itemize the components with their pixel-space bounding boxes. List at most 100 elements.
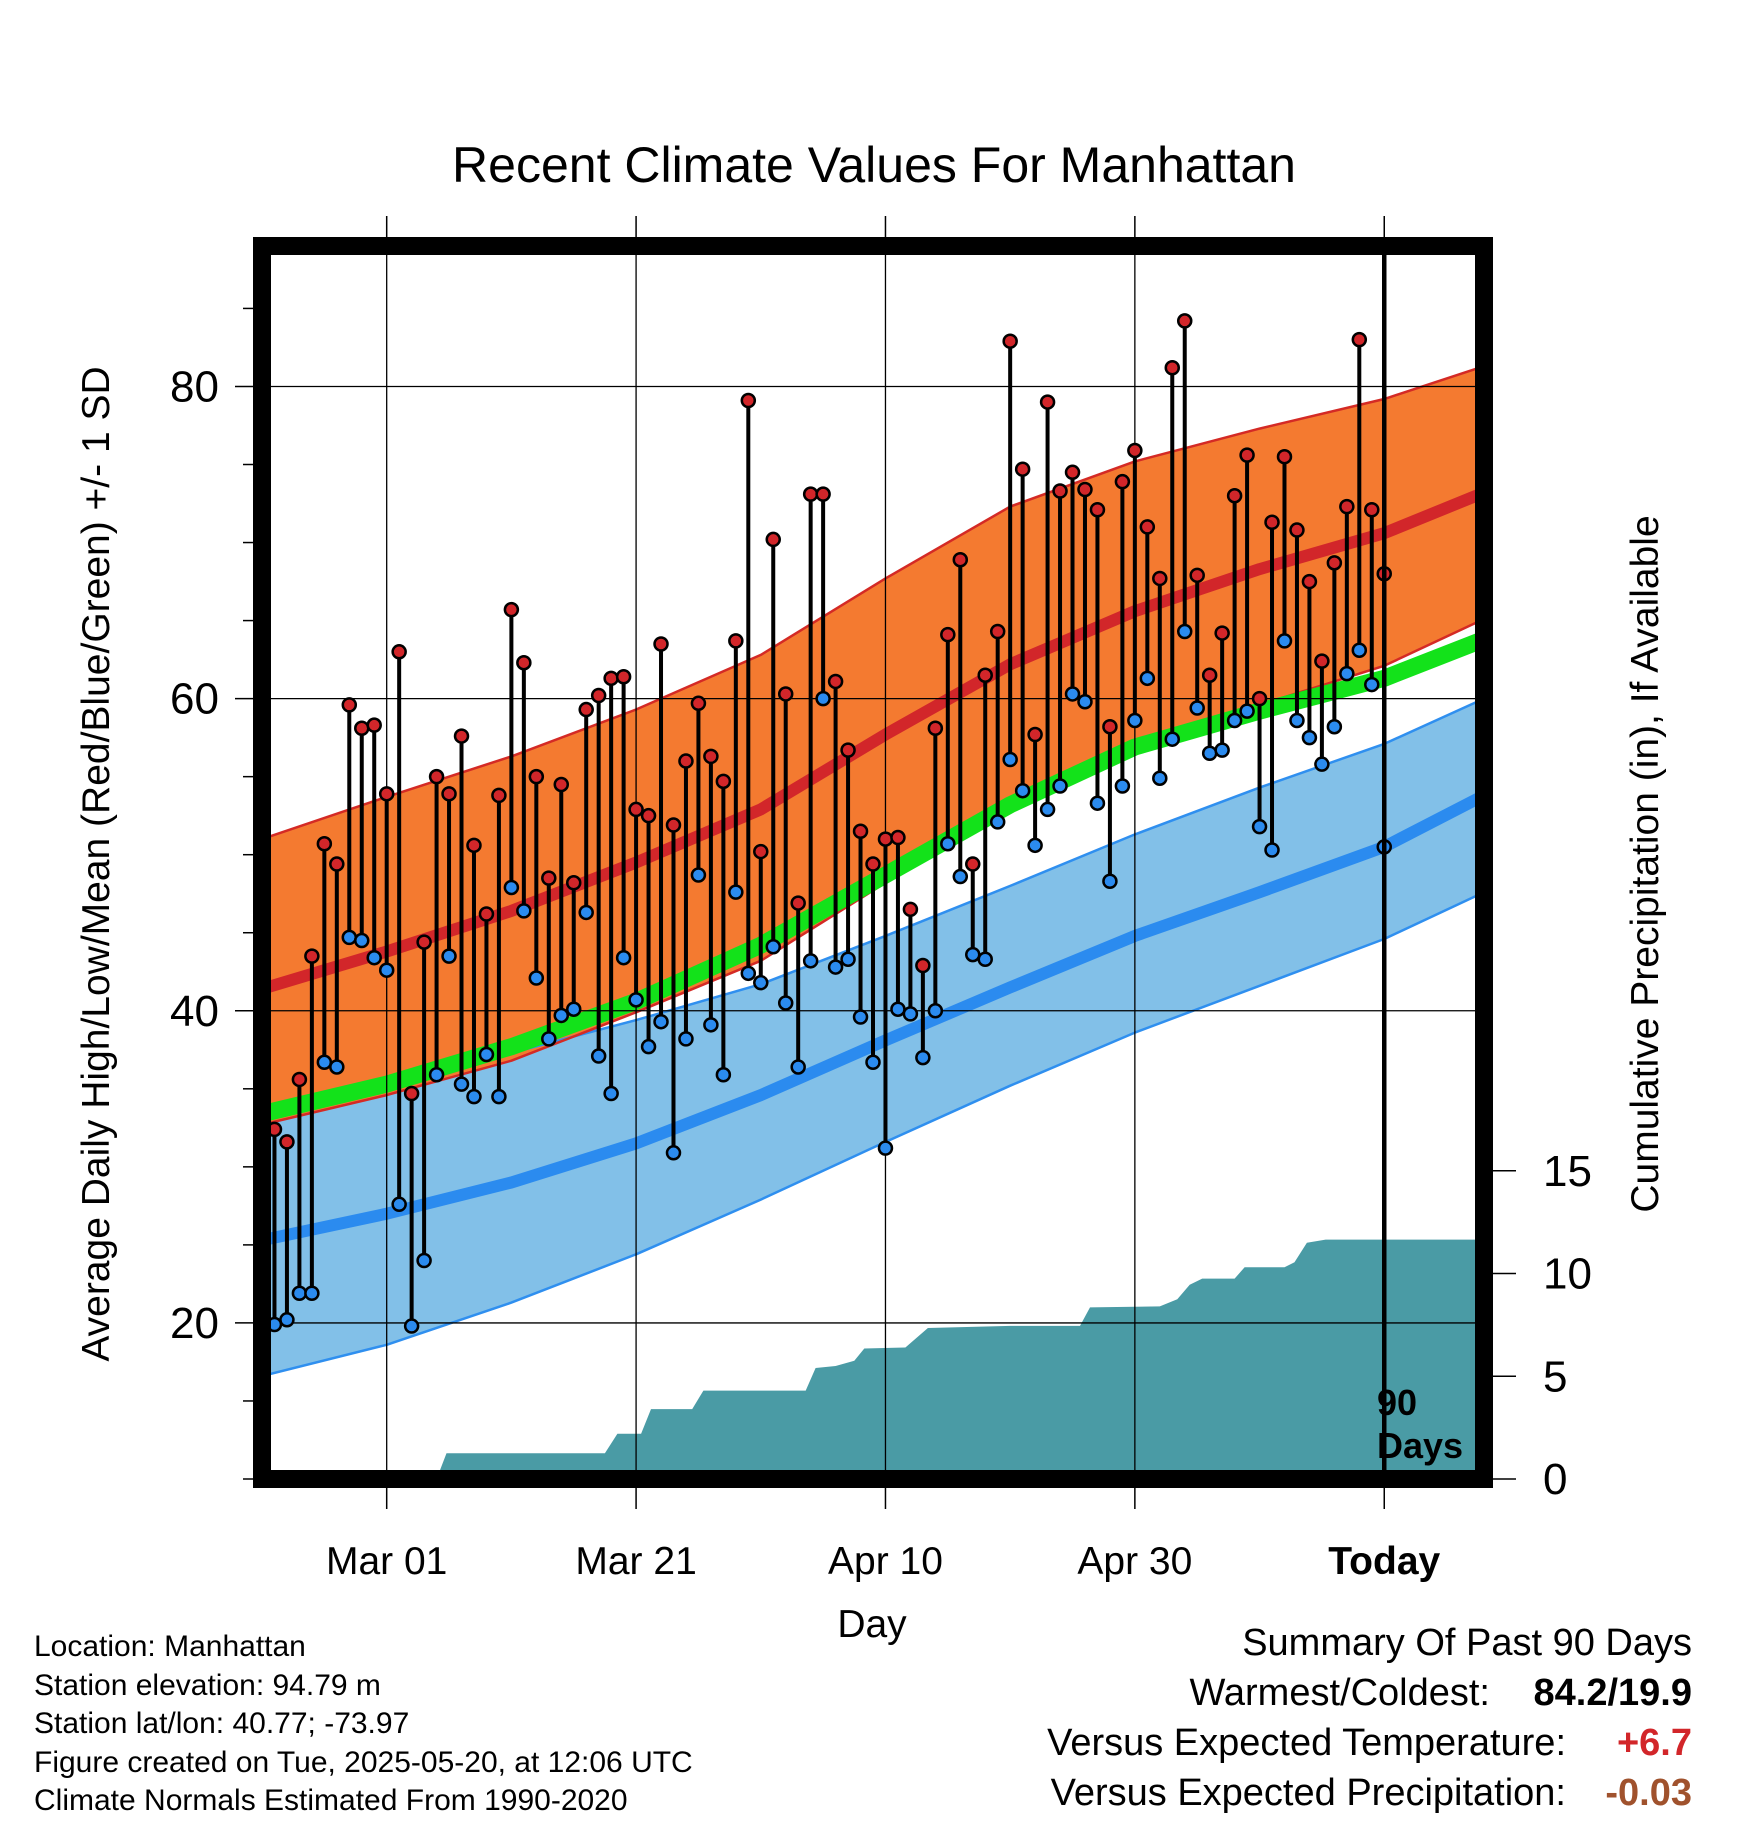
daily-low-point [703, 1017, 719, 1033]
daily-low-point [1251, 818, 1268, 835]
daily-high-point [1064, 464, 1081, 481]
daily-high-point [628, 801, 644, 818]
daily-high-point [565, 875, 582, 891]
daily-low-point [1027, 837, 1043, 854]
daily-low-point [1089, 795, 1106, 811]
daily-low-point [827, 959, 844, 975]
daily-low-point [989, 814, 1006, 830]
summary-heading: Summary Of Past 90 Days [1242, 1622, 1692, 1664]
daily-low-point [279, 1312, 295, 1328]
daily-high-point [665, 817, 682, 833]
daily-high-point [1114, 473, 1131, 490]
daily-low-point [615, 949, 632, 966]
daily-low-point [865, 1054, 881, 1071]
daily-low-point [753, 974, 769, 991]
daily-high-point [1052, 483, 1068, 499]
daily-low-point [890, 1001, 906, 1017]
daily-low-point [840, 951, 856, 968]
daily-low-point [503, 879, 520, 896]
y2-tick-label: 5 [1543, 1352, 1567, 1401]
daily-high-point [603, 670, 619, 687]
daily-low-point [1239, 703, 1255, 719]
daily-high-point [977, 667, 993, 683]
daily-high-point [952, 551, 969, 568]
daily-low-point [1152, 770, 1168, 786]
daily-low-point [1064, 686, 1081, 702]
daily-low-point [1127, 712, 1143, 729]
daily-low-point [1014, 782, 1031, 799]
daily-high-point [965, 856, 981, 872]
daily-low-point [565, 1001, 582, 1017]
daily-high-point [1364, 502, 1380, 518]
daily-high-point [1314, 653, 1330, 669]
summary-precip-row: Versus Expected Precipitation: -0.03 [1047, 1768, 1692, 1818]
daily-high-point [902, 901, 919, 918]
precip-label: Versus Expected Precipitation: [1050, 1772, 1566, 1814]
daily-high-point [366, 717, 382, 733]
daily-high-point [728, 633, 744, 649]
daily-high-point [428, 768, 445, 785]
x-tick-label: Mar 01 [326, 1540, 447, 1583]
daily-low-point [441, 948, 457, 964]
daily-low-point [478, 1046, 495, 1063]
daily-high-point [1251, 690, 1268, 707]
location-text: Location: Manhattan [34, 1630, 306, 1663]
daily-low-point [1189, 700, 1205, 716]
daily-low-point [603, 1085, 619, 1102]
daily-low-point [1226, 712, 1243, 729]
daily-low-point [366, 949, 382, 966]
daily-low-point [1339, 665, 1355, 682]
daily-high-point [715, 773, 732, 790]
daily-low-point [927, 1003, 944, 1019]
daily-low-point [1301, 729, 1318, 746]
daily-low-point [977, 951, 993, 968]
daily-high-point [765, 531, 781, 548]
daily-high-point [1214, 625, 1230, 641]
elevation-text: Station elevation: 94.79 m [34, 1668, 381, 1702]
daily-low-point [965, 946, 981, 963]
daily-high-point [915, 957, 931, 974]
daily-high-point [1176, 313, 1193, 329]
daily-high-point [852, 823, 869, 840]
plot-area [262, 246, 1484, 1479]
today-label: 90 Days [1377, 1382, 1463, 1466]
daily-high-point [1002, 333, 1018, 349]
daily-high-point [802, 486, 819, 502]
daily-high-point [1276, 448, 1293, 465]
x-tick-label: Apr 30 [1077, 1540, 1192, 1583]
daily-high-point [877, 831, 894, 847]
daily-high-point [865, 856, 881, 872]
daily-low-point [1077, 693, 1093, 710]
daily-high-point [378, 786, 395, 802]
daily-low-point [1214, 742, 1230, 758]
daily-low-point [877, 1140, 894, 1156]
daily-low-point [1201, 745, 1218, 761]
daily-low-point [678, 1031, 694, 1047]
daily-low-point [852, 1009, 869, 1025]
daily-high-point [403, 1085, 420, 1102]
daily-low-point [1052, 778, 1068, 794]
daily-low-point [640, 1038, 657, 1055]
y2-tick-label: 0 [1543, 1455, 1567, 1504]
daily-high-point [1127, 442, 1143, 459]
precip-value: -0.03 [1605, 1772, 1692, 1814]
daily-high-point [790, 895, 806, 911]
daily-high-point [1201, 667, 1218, 683]
daily-high-point [453, 728, 470, 744]
summary-panel: Summary Of Past 90 Days Warmest/Coldest:… [1047, 1618, 1692, 1818]
daily-high-point [1102, 718, 1118, 735]
daily-low-point [952, 868, 969, 885]
daily-high-point [590, 687, 607, 704]
daily-low-point [1351, 642, 1368, 658]
daily-high-point [1089, 502, 1106, 518]
daily-high-point [341, 697, 358, 713]
daily-high-point [1226, 487, 1243, 504]
daily-high-point [740, 392, 757, 409]
daily-high-point [615, 669, 632, 685]
daily-low-point [378, 962, 395, 978]
daily-high-point [827, 673, 844, 690]
daily-low-point [777, 995, 794, 1011]
temp-label: Versus Expected Temperature: [1047, 1722, 1566, 1764]
daily-high-point [391, 644, 407, 660]
daily-high-point [316, 836, 333, 852]
